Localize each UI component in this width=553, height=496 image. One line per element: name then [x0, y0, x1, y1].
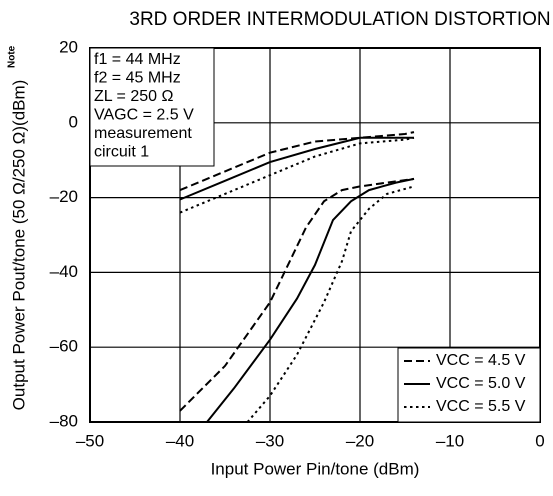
annotation: circuit 1	[94, 144, 149, 161]
annotation: VAGC = 2.5 V	[94, 107, 194, 124]
y-tick-label: –40	[50, 262, 78, 281]
data-line	[179, 177, 415, 412]
data-line	[179, 136, 414, 201]
x-tick-label: –20	[346, 431, 374, 450]
legend-label: VCC = 5.5 V	[436, 398, 526, 415]
chart-title: 3RD ORDER INTERMODULATION DISTORTION	[129, 9, 550, 30]
y-tick-label: 0	[69, 112, 78, 131]
x-tick-label: 0	[535, 431, 544, 450]
y-axis-label-note: Note	[7, 45, 18, 68]
data-line	[179, 136, 415, 214]
plot-border	[89, 47, 541, 423]
data-line	[246, 185, 415, 423]
annotation: f2 = 45 MHz	[94, 70, 181, 87]
legend-label: VCC = 5.0 V	[436, 375, 526, 392]
y-axis-label: Output Power Pout/tone (50 Ω/250 Ω)(dBm)	[9, 80, 28, 411]
y-tick-label: –80	[50, 411, 78, 430]
x-axis-label: Input Power Pin/tone (dBm)	[211, 459, 420, 478]
x-tick-label: –10	[436, 431, 464, 450]
data-line	[206, 177, 415, 423]
x-tick-label: –50	[76, 431, 104, 450]
y-tick-label: 20	[59, 37, 78, 56]
annotation-box	[89, 47, 215, 167]
data-line	[179, 131, 415, 192]
y-tick-label: –60	[50, 337, 78, 356]
x-tick-label: –30	[256, 431, 284, 450]
annotation: ZL = 250 Ω	[94, 88, 173, 105]
x-tick-label: –40	[166, 431, 194, 450]
y-tick-label: –20	[50, 187, 78, 206]
annotation: f1 = 44 MHz	[94, 51, 181, 68]
annotation: measurement	[94, 125, 192, 142]
legend-label: VCC = 4.5 V	[436, 352, 526, 369]
